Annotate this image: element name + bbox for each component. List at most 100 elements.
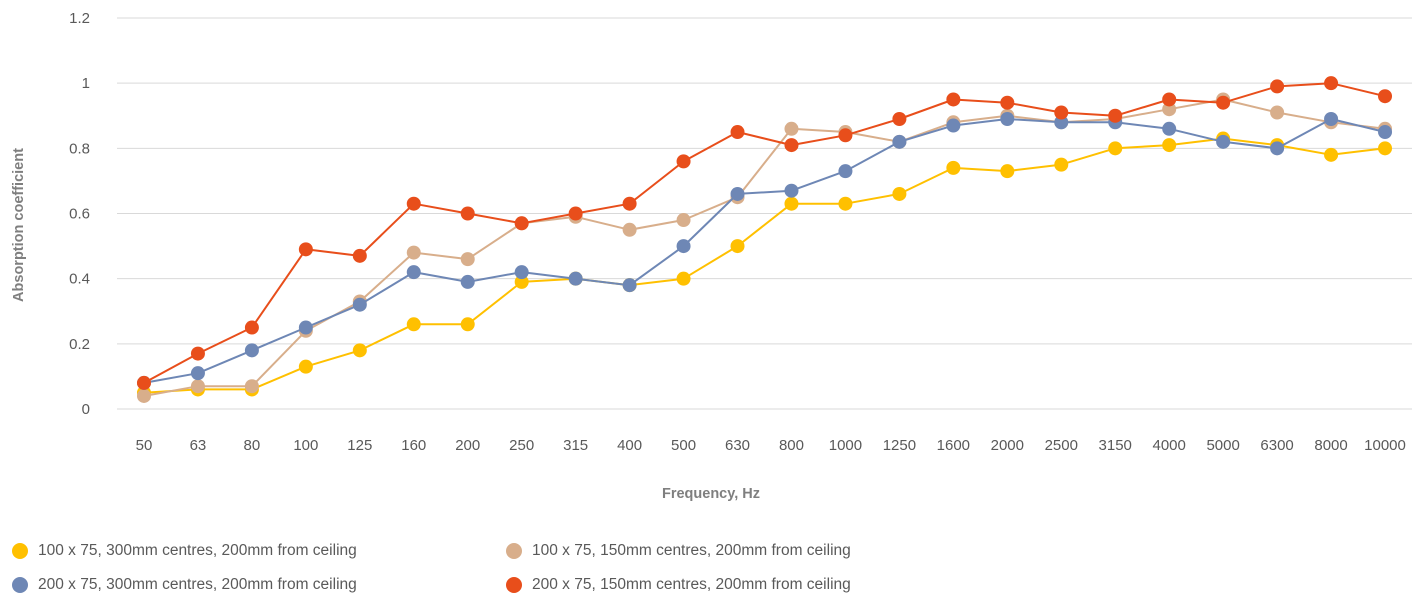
- series-4-point: [1108, 108, 1123, 123]
- x-tick-label: 2500: [1045, 437, 1078, 454]
- y-tick-label: 0.4: [69, 271, 90, 288]
- series-1-point: [352, 343, 367, 358]
- series-3-point: [622, 278, 637, 293]
- series-3-point: [946, 118, 961, 133]
- series-1-point: [460, 317, 475, 332]
- y-tick-label: 0.8: [69, 140, 90, 157]
- series-4-point: [892, 112, 907, 127]
- series-1-point: [1108, 141, 1123, 156]
- series-2-point: [784, 121, 799, 136]
- series-3-point: [406, 265, 421, 280]
- x-tick-label: 800: [779, 437, 804, 454]
- series-4-point: [1270, 79, 1285, 94]
- series-1-point: [1000, 164, 1015, 179]
- series-4-point: [838, 128, 853, 143]
- series-2-line: [143, 98, 1386, 397]
- series-1: [136, 131, 1393, 400]
- x-tick-label: 250: [509, 437, 534, 454]
- series-3-point: [352, 297, 367, 312]
- series-4-line: [143, 82, 1386, 384]
- x-tick-label: 3150: [1099, 437, 1132, 454]
- x-tick-label: 6300: [1260, 437, 1293, 454]
- series-3-point: [676, 239, 691, 254]
- series-3-point: [784, 183, 799, 198]
- series-3-point: [460, 274, 475, 289]
- series-4-point: [190, 346, 205, 361]
- y-tick-label: 1: [82, 75, 90, 92]
- series-1-point: [892, 186, 907, 201]
- x-tick-label: 100: [293, 437, 318, 454]
- x-tick-label: 1250: [883, 437, 916, 454]
- x-tick-label: 63: [190, 437, 207, 454]
- series-3-point: [838, 164, 853, 179]
- x-axis-label: Frequency, Hz: [662, 486, 760, 502]
- x-tick-label: 1600: [937, 437, 970, 454]
- x-tick-label: 50: [136, 437, 153, 454]
- y-tick-label: 0.6: [69, 206, 90, 223]
- series-4-point: [136, 375, 151, 390]
- x-tick-label: 4000: [1153, 437, 1186, 454]
- series-3-point: [298, 320, 313, 335]
- series-2-point: [1162, 102, 1177, 117]
- series-1-point: [838, 196, 853, 211]
- x-tick-label: 2000: [991, 437, 1024, 454]
- x-tick-label: 630: [725, 437, 750, 454]
- y-tick-label: 1.2: [69, 10, 90, 27]
- series-4-point: [622, 196, 637, 211]
- x-tick-label: 80: [244, 437, 261, 454]
- series-2-point: [676, 213, 691, 228]
- series-1-point: [406, 317, 421, 332]
- x-tick-label: 500: [671, 437, 696, 454]
- series-2-point: [406, 245, 421, 260]
- series-2-point: [244, 379, 259, 394]
- series-4-point: [730, 125, 745, 140]
- series-3: [136, 112, 1393, 390]
- series-1-line: [143, 137, 1386, 394]
- series-4-point: [1216, 95, 1231, 110]
- x-tick-label: 125: [347, 437, 372, 454]
- series-1-point: [514, 274, 529, 289]
- series-3-line: [143, 118, 1386, 384]
- series-1-point: [1324, 147, 1339, 162]
- series-1-point: [298, 359, 313, 374]
- series-4-point: [1162, 92, 1177, 107]
- x-tick-label: 200: [455, 437, 480, 454]
- series-4-point: [406, 196, 421, 211]
- series-4-point: [352, 248, 367, 263]
- gridlines: [117, 17, 1412, 410]
- x-tick-label: 8000: [1314, 437, 1347, 454]
- x-tick-label: 10000: [1364, 437, 1406, 454]
- series-4-point: [676, 154, 691, 169]
- x-tick-label: 315: [563, 437, 588, 454]
- series-2-point: [460, 252, 475, 267]
- series-1-point: [946, 160, 961, 175]
- series-4-point: [946, 92, 961, 107]
- series-1-point: [730, 239, 745, 254]
- y-tick-label: 0: [82, 401, 90, 418]
- series-1-point: [784, 196, 799, 211]
- series-4-point: [1000, 95, 1015, 110]
- y-tick-label: 0.2: [69, 336, 90, 353]
- series-4-point: [1378, 89, 1393, 104]
- series-4-point: [1324, 76, 1339, 91]
- series-4-point: [514, 216, 529, 231]
- series-1-point: [1054, 157, 1069, 172]
- series-1-point: [676, 271, 691, 286]
- series-2-point: [1270, 105, 1285, 120]
- series-2-point: [190, 379, 205, 394]
- y-axis-ticks: 0 0.2 0.4 0.6 0.8 1 1.2: [69, 10, 90, 418]
- y-axis-label: Absorption coefficient: [11, 148, 27, 302]
- series-3-point: [1324, 112, 1339, 127]
- x-tick-label: 400: [617, 437, 642, 454]
- x-axis-ticks: 50 63 80 100 125 160 200 250 315 400 500 630 800 1000…: [136, 437, 1406, 454]
- series-3-point: [568, 271, 583, 286]
- series-3-point: [892, 134, 907, 149]
- series-3-point: [1162, 121, 1177, 136]
- series-3-point: [190, 366, 205, 381]
- series-4: [136, 76, 1393, 390]
- series-3-point: [1054, 115, 1069, 130]
- series-3-point: [1270, 141, 1285, 156]
- series-4-point: [244, 320, 259, 335]
